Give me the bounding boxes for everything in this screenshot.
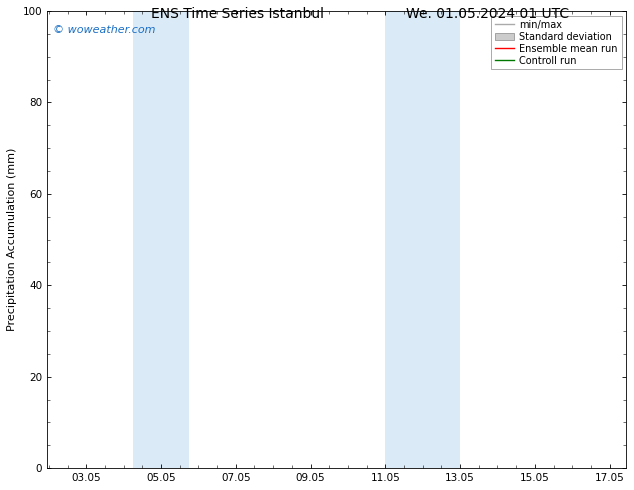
Text: © woweather.com: © woweather.com [53, 24, 155, 35]
Y-axis label: Precipitation Accumulation (mm): Precipitation Accumulation (mm) [7, 148, 17, 331]
Legend: min/max, Standard deviation, Ensemble mean run, Controll run: min/max, Standard deviation, Ensemble me… [491, 16, 621, 70]
Bar [385, 11, 460, 468]
Bar [133, 11, 189, 468]
Text: We. 01.05.2024 01 UTC: We. 01.05.2024 01 UTC [406, 7, 569, 22]
Text: ENS Time Series Istanbul: ENS Time Series Istanbul [152, 7, 324, 22]
